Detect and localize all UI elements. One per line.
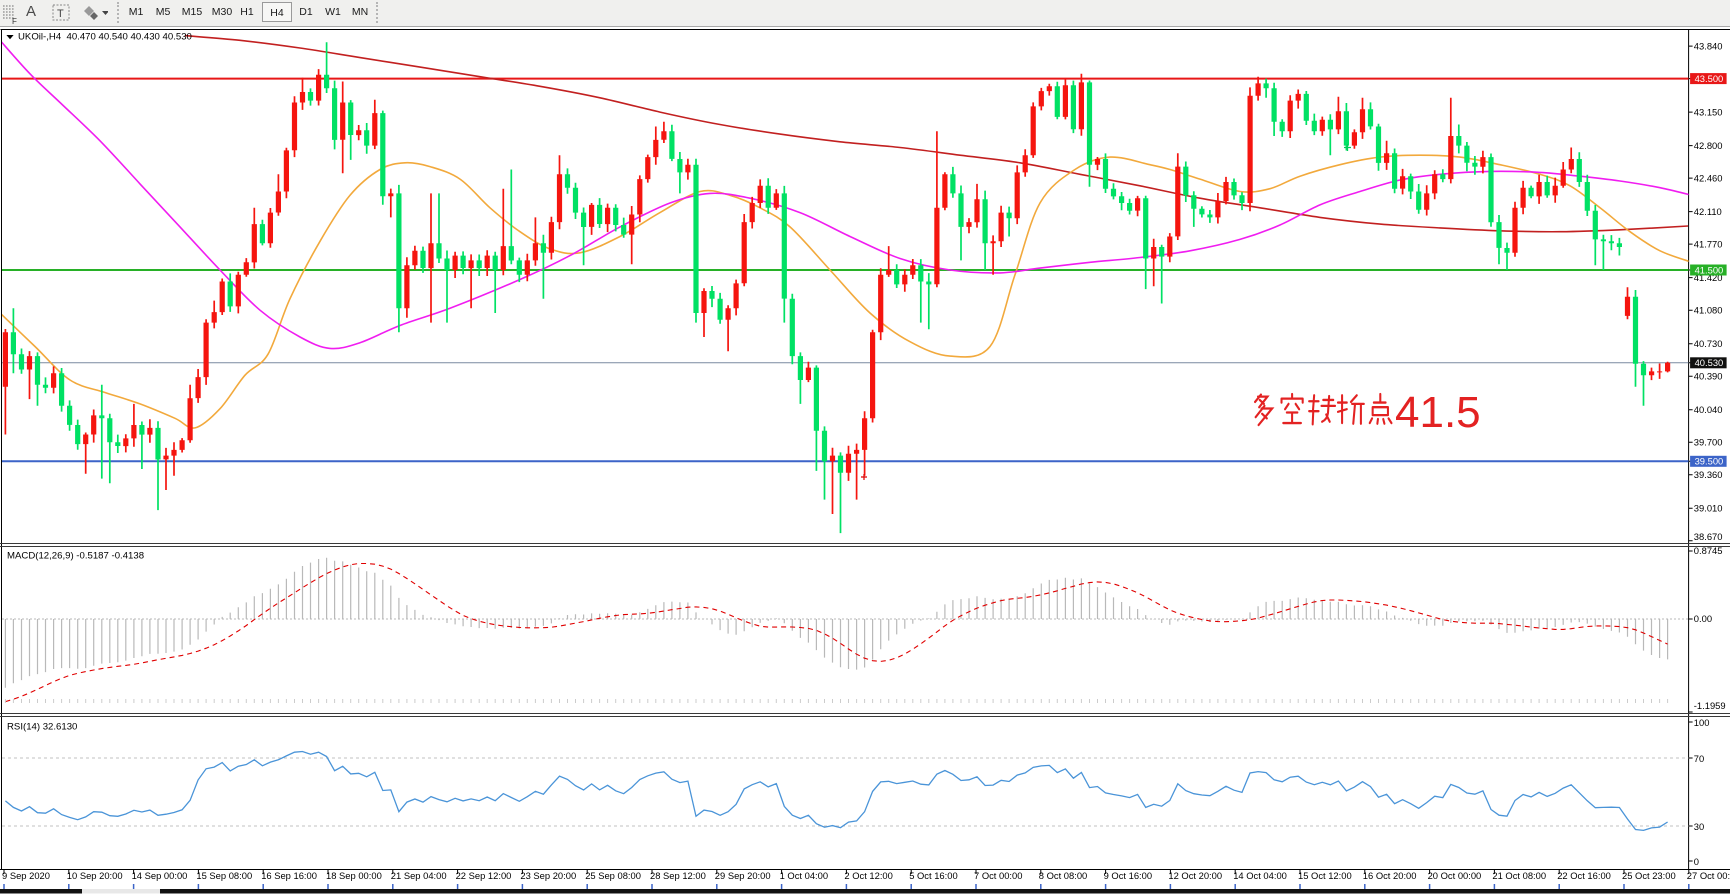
svg-text:39.360: 39.360 (1694, 469, 1723, 480)
svg-text:42.800: 42.800 (1694, 140, 1723, 151)
svg-text:41.080: 41.080 (1694, 305, 1723, 316)
svg-text:18 Sep 00:00: 18 Sep 00:00 (326, 870, 382, 881)
svg-text:12 Oct 20:00: 12 Oct 20:00 (1168, 870, 1222, 881)
svg-text:39.010: 39.010 (1694, 503, 1723, 514)
svg-text:14 Oct 04:00: 14 Oct 04:00 (1233, 870, 1287, 881)
svg-text:0: 0 (1694, 856, 1699, 867)
svg-text:21 Oct 08:00: 21 Oct 08:00 (1492, 870, 1546, 881)
svg-text:41.5: 41.5 (1395, 388, 1481, 437)
svg-text:15 Sep 08:00: 15 Sep 08:00 (196, 870, 252, 881)
svg-text:0.00: 0.00 (1694, 613, 1712, 624)
svg-text:27 Oct 00:00: 27 Oct 00:00 (1687, 870, 1730, 881)
svg-text:RSI(14) 32.6130: RSI(14) 32.6130 (7, 722, 77, 733)
svg-text:41.770: 41.770 (1694, 239, 1723, 250)
svg-text:21 Sep 04:00: 21 Sep 04:00 (391, 870, 447, 881)
svg-text:1 Oct 04:00: 1 Oct 04:00 (780, 870, 828, 881)
svg-text:40.390: 40.390 (1694, 371, 1723, 382)
svg-text:20 Oct 00:00: 20 Oct 00:00 (1428, 870, 1482, 881)
svg-text:38.670: 38.670 (1694, 531, 1723, 542)
svg-text:43.500: 43.500 (1695, 73, 1724, 84)
svg-text:16 Sep 16:00: 16 Sep 16:00 (261, 870, 317, 881)
svg-text:70: 70 (1694, 753, 1704, 764)
svg-text:42.460: 42.460 (1694, 173, 1723, 184)
svg-text:F: F (12, 17, 17, 25)
svg-text:UKOil-,H4 40.470 40.540 40.43: UKOil-,H4 40.470 40.540 40.430 40.530 (18, 32, 192, 43)
svg-text:29 Sep 20:00: 29 Sep 20:00 (715, 870, 771, 881)
svg-text:2 Oct 12:00: 2 Oct 12:00 (844, 870, 892, 881)
svg-text:22 Oct 16:00: 22 Oct 16:00 (1557, 870, 1611, 881)
svg-text:9 Sep 2020: 9 Sep 2020 (2, 870, 50, 881)
svg-text:T: T (57, 8, 64, 20)
svg-text:40.730: 40.730 (1694, 338, 1723, 349)
svg-text:9 Oct 16:00: 9 Oct 16:00 (1104, 870, 1152, 881)
svg-text:10 Sep 20:00: 10 Sep 20:00 (67, 870, 123, 881)
svg-text:28 Sep 12:00: 28 Sep 12:00 (650, 870, 706, 881)
svg-text:25 Oct 23:00: 25 Oct 23:00 (1622, 870, 1676, 881)
svg-text:-1.1959: -1.1959 (1694, 700, 1726, 711)
svg-text:30: 30 (1694, 821, 1704, 832)
svg-text:8 Oct 08:00: 8 Oct 08:00 (1039, 870, 1087, 881)
svg-text:43.840: 43.840 (1694, 41, 1723, 52)
svg-text:39.700: 39.700 (1694, 437, 1723, 448)
svg-text:23 Sep 20:00: 23 Sep 20:00 (520, 870, 576, 881)
svg-text:39.500: 39.500 (1695, 456, 1724, 467)
svg-text:100: 100 (1694, 717, 1710, 728)
svg-text:0.8745: 0.8745 (1694, 545, 1723, 556)
svg-text:22 Sep 12:00: 22 Sep 12:00 (456, 870, 512, 881)
svg-text:41.500: 41.500 (1695, 264, 1724, 275)
svg-text:14 Sep 00:00: 14 Sep 00:00 (132, 870, 188, 881)
svg-text:43.150: 43.150 (1694, 107, 1723, 118)
svg-text:7 Oct 00:00: 7 Oct 00:00 (974, 870, 1022, 881)
svg-text:25 Sep 08:00: 25 Sep 08:00 (585, 870, 641, 881)
svg-text:40.530: 40.530 (1695, 357, 1724, 368)
svg-text:5 Oct 16:00: 5 Oct 16:00 (909, 870, 957, 881)
svg-text:15 Oct 12:00: 15 Oct 12:00 (1298, 870, 1352, 881)
svg-text:41.420: 41.420 (1694, 272, 1723, 283)
svg-text:MACD(12,26,9) -0.5187 -0.4138: MACD(12,26,9) -0.5187 -0.4138 (7, 550, 144, 561)
svg-text:40.040: 40.040 (1694, 404, 1723, 415)
svg-text:16 Oct 20:00: 16 Oct 20:00 (1363, 870, 1417, 881)
svg-text:42.110: 42.110 (1694, 206, 1722, 217)
